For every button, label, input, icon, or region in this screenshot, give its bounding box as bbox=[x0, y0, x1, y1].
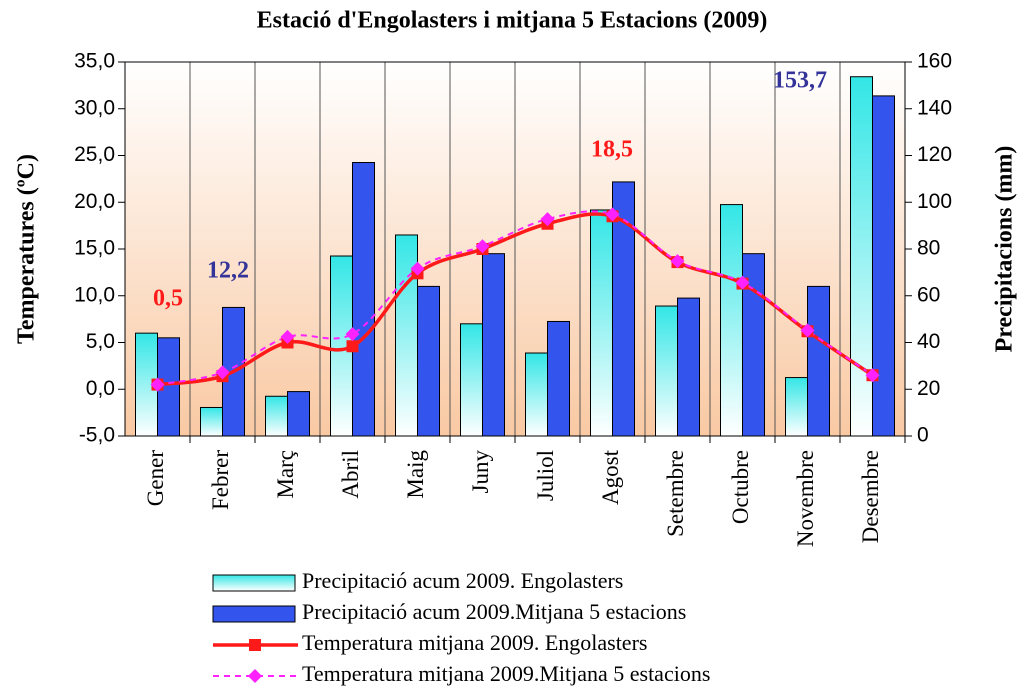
legend-marker bbox=[248, 669, 262, 683]
plot-band bbox=[255, 62, 320, 436]
x-tick-label: Febrer bbox=[208, 450, 233, 510]
bar bbox=[417, 285, 440, 437]
legend-label: Precipitació acum 2009. Engolasters bbox=[302, 568, 623, 593]
y2-tick-label: 0 bbox=[917, 424, 929, 447]
bar bbox=[200, 406, 223, 437]
bar bbox=[547, 320, 570, 437]
bar bbox=[807, 285, 830, 437]
x-tick-label: Novembre bbox=[793, 450, 818, 547]
marker bbox=[346, 340, 359, 353]
marker bbox=[215, 365, 230, 380]
bar bbox=[287, 391, 310, 437]
x-tick-label: Maig bbox=[403, 450, 428, 499]
annotation: 12,2 bbox=[207, 258, 249, 284]
x-tick-label: Octubre bbox=[728, 450, 753, 524]
annotation: 18,5 bbox=[591, 137, 633, 163]
y2-tick-label: 100 bbox=[917, 190, 952, 213]
bar bbox=[590, 209, 613, 437]
legend-label: Precipitació acum 2009.Mitjana 5 estacio… bbox=[302, 599, 686, 624]
bar bbox=[482, 253, 505, 437]
y-tick-label: 35,0 bbox=[74, 50, 115, 73]
y-tick-label: 30,0 bbox=[74, 96, 115, 119]
y2-tick-label: 40 bbox=[917, 330, 940, 353]
legend-swatch bbox=[212, 574, 296, 592]
marker bbox=[150, 377, 165, 392]
annotation: 153,7 bbox=[773, 68, 827, 94]
bar bbox=[720, 204, 743, 437]
bar bbox=[655, 305, 678, 437]
x-tick-label: Agost bbox=[598, 449, 623, 505]
marker bbox=[800, 323, 815, 338]
legend-marker bbox=[249, 639, 261, 651]
bar bbox=[460, 323, 483, 437]
y-tick-label: 15,0 bbox=[74, 237, 115, 260]
y-tick-label: 20,0 bbox=[74, 190, 115, 213]
x-tick-label: Juliol bbox=[533, 450, 558, 501]
bar bbox=[525, 352, 548, 437]
y-tick-label: 0,0 bbox=[86, 377, 115, 400]
annotation: 0,5 bbox=[153, 286, 183, 312]
y2-tick-label: 160 bbox=[917, 50, 952, 73]
bar bbox=[785, 377, 808, 437]
bar bbox=[872, 95, 895, 437]
marker bbox=[540, 212, 555, 227]
bar bbox=[265, 395, 288, 437]
x-tick-label: Gener bbox=[143, 450, 168, 507]
y2-tick-label: 140 bbox=[917, 96, 952, 119]
y2-tick-label: 20 bbox=[917, 377, 940, 400]
x-tick-label: Desembre bbox=[858, 450, 883, 543]
y2-axis-label: Precipitacions (mm) bbox=[992, 146, 1018, 353]
marker bbox=[475, 239, 490, 254]
legend-label: Temperatura mitjana 2009.Mitjana 5 estac… bbox=[302, 661, 710, 686]
legend-label: Temperatura mitjana 2009. Engolasters bbox=[302, 630, 647, 655]
y-tick-label: 10,0 bbox=[74, 283, 115, 306]
bar bbox=[850, 76, 873, 437]
marker bbox=[345, 327, 360, 342]
marker bbox=[280, 329, 295, 344]
bar bbox=[677, 297, 700, 437]
marker bbox=[865, 368, 880, 383]
y-tick-label: 5,0 bbox=[86, 330, 115, 353]
marker bbox=[670, 254, 685, 269]
marker bbox=[605, 207, 620, 222]
marker bbox=[735, 275, 750, 290]
x-tick-label: Juny bbox=[468, 450, 493, 494]
x-tick-label: Abril bbox=[338, 450, 363, 499]
y2-tick-label: 80 bbox=[917, 237, 940, 260]
y-tick-label: -5,0 bbox=[79, 424, 115, 447]
legend-swatch bbox=[212, 605, 296, 623]
bar bbox=[352, 162, 375, 437]
y-tick-label: 25,0 bbox=[74, 143, 115, 166]
marker bbox=[410, 261, 425, 276]
y2-tick-label: 60 bbox=[917, 283, 940, 306]
chart-title: Estació d'Engolasters i mitjana 5 Estaci… bbox=[257, 8, 768, 34]
x-tick-label: Setembre bbox=[663, 450, 688, 537]
y2-tick-label: 120 bbox=[917, 143, 952, 166]
x-tick-label: Març bbox=[273, 450, 298, 499]
y-axis-label: Temperatures (ºC) bbox=[14, 154, 40, 344]
